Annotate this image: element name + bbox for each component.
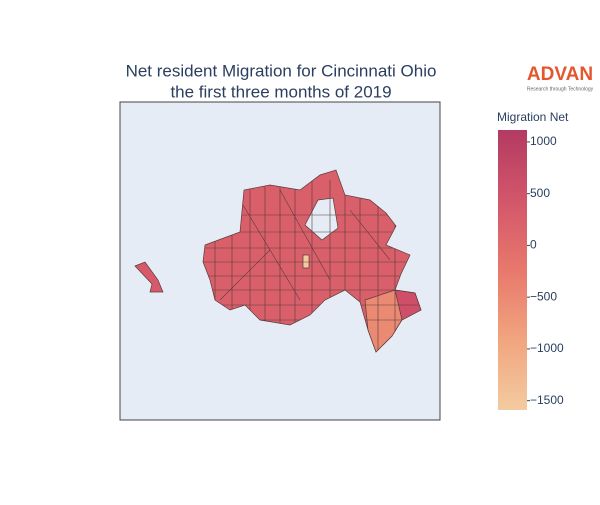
colorbar-tick-label: 1000: [530, 134, 557, 148]
colorbar-title: Migration Net: [497, 110, 569, 124]
colorbar-tick-label: −1000: [530, 341, 564, 355]
colorbar: [498, 130, 527, 410]
colorbar-tick-label: −500: [530, 289, 557, 303]
logo-tagline: Research through Technology: [527, 86, 594, 92]
logo-name: ADVAN: [527, 64, 593, 85]
chart-subtitle: the first three months of 2019: [170, 82, 391, 101]
map-regions: [134, 169, 422, 353]
colorbar-tick-label: −1500: [530, 393, 564, 407]
colorbar-tick-label: 500: [530, 186, 550, 200]
chart-title: Net resident Migration for Cincinnati Oh…: [126, 61, 437, 80]
colorbar-tick-label: 0: [530, 238, 537, 252]
